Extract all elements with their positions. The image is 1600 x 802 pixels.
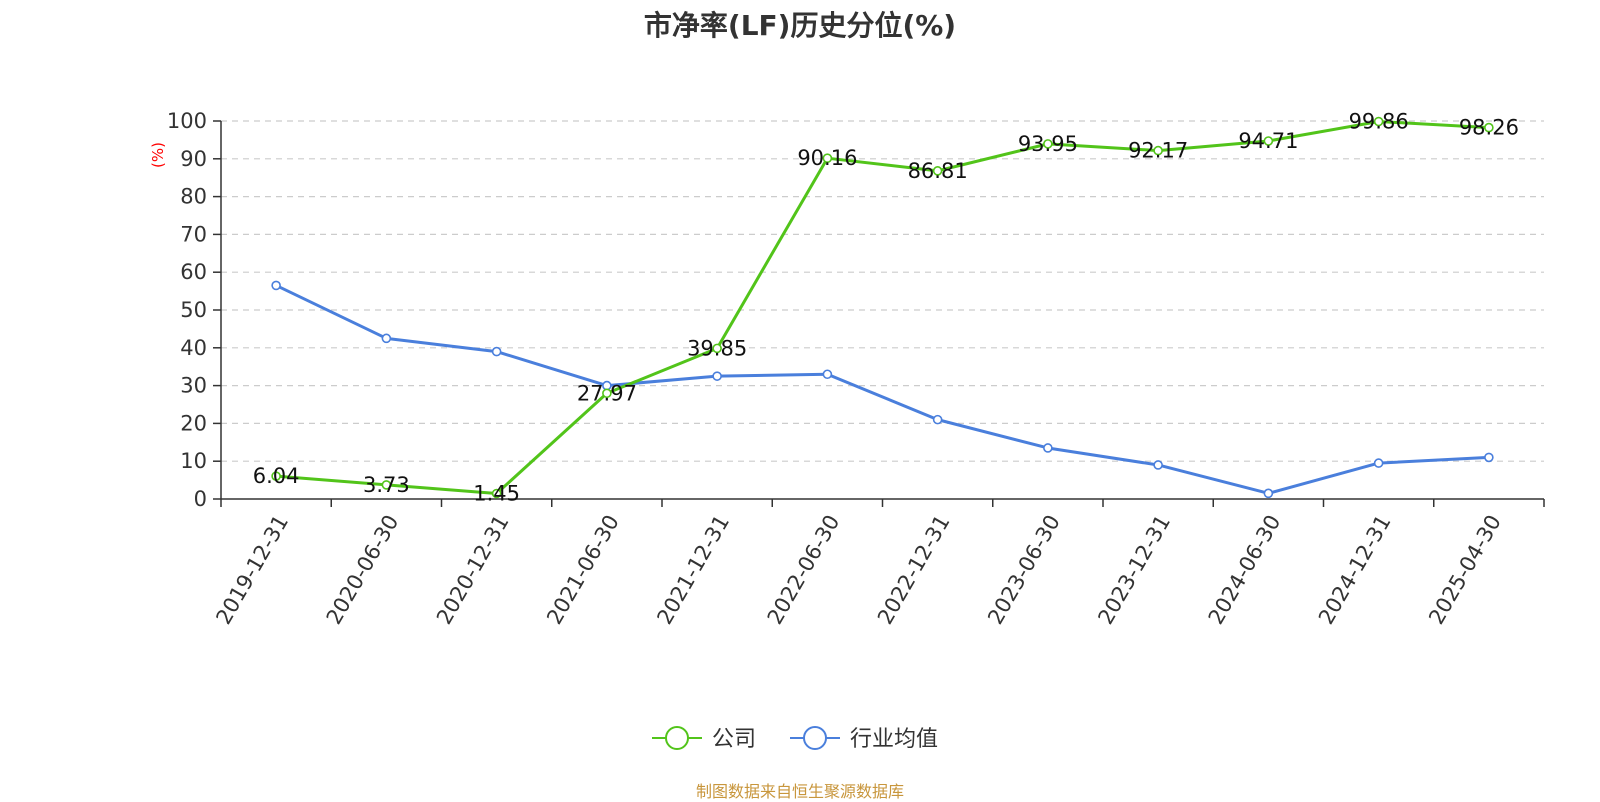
y-tick-label: 30 xyxy=(180,374,207,398)
legend-marker xyxy=(803,726,827,750)
data-point xyxy=(271,280,281,291)
data-label: 93.95 xyxy=(1018,132,1078,156)
x-tick-label: 2019-12-31 xyxy=(211,511,293,629)
data-point xyxy=(381,333,392,344)
x-tick-label: 2021-12-31 xyxy=(652,511,734,629)
data-point xyxy=(712,371,722,381)
data-point xyxy=(491,346,502,357)
data-point xyxy=(1373,116,1384,127)
y-tick-label: 60 xyxy=(180,260,207,284)
data-point xyxy=(602,388,612,399)
y-tick-label: 90 xyxy=(180,147,207,171)
x-tick-label: 2023-06-30 xyxy=(983,511,1065,629)
x-tick-label: 2024-06-30 xyxy=(1204,511,1286,629)
legend-label: 行业均值 xyxy=(850,727,938,752)
data-point xyxy=(822,369,833,380)
x-tick-label: 2020-06-30 xyxy=(322,511,404,629)
x-tick-label: 2022-06-30 xyxy=(763,511,845,629)
data-point xyxy=(1043,139,1053,149)
y-tick-label: 70 xyxy=(180,222,207,246)
data-point xyxy=(1153,145,1163,156)
data-label: 90.16 xyxy=(797,146,857,170)
data-label: 3.73 xyxy=(363,473,410,497)
x-tick-label: 2025-04-30 xyxy=(1424,511,1506,629)
data-point xyxy=(1263,488,1274,499)
x-tick-label: 2022-12-31 xyxy=(873,511,955,629)
y-tick-label: 50 xyxy=(180,298,207,322)
data-point xyxy=(712,343,722,354)
y-tick-label: 80 xyxy=(180,185,207,209)
data-label: 39.85 xyxy=(687,336,747,360)
data-label: 98.26 xyxy=(1459,116,1519,140)
series-line xyxy=(275,284,1489,495)
data-label: 99.86 xyxy=(1349,110,1409,134)
data-point xyxy=(822,153,833,163)
y-tick-label: 40 xyxy=(180,336,207,360)
data-point xyxy=(271,471,281,481)
y-tick-label: 0 xyxy=(194,487,207,511)
data-label: 27.97 xyxy=(577,381,637,405)
chart-title: 市净率(LF)历史分位(%) xyxy=(643,9,957,42)
y-tick-label: 10 xyxy=(180,449,207,473)
x-tick-label: 2020-12-31 xyxy=(432,511,514,629)
data-point xyxy=(1043,443,1053,453)
data-point xyxy=(1373,458,1384,468)
data-label: 6.04 xyxy=(253,464,300,488)
data-point xyxy=(491,488,502,499)
data-point xyxy=(932,166,943,176)
x-tick-label: 2021-06-30 xyxy=(542,511,624,629)
y-tick-label: 20 xyxy=(180,411,207,435)
data-point xyxy=(1153,460,1163,470)
y-tick-label: 100 xyxy=(167,109,207,133)
data-point xyxy=(381,480,392,490)
y-axis-label: (%) xyxy=(149,142,167,168)
data-label: 94.71 xyxy=(1238,129,1298,153)
data-label: 1.45 xyxy=(473,482,520,506)
legend-label: 公司 xyxy=(712,727,756,752)
x-tick-label: 2023-12-31 xyxy=(1093,511,1175,629)
data-point xyxy=(1484,452,1494,463)
data-point xyxy=(1484,122,1494,133)
data-point xyxy=(1263,136,1274,146)
source-note: 制图数据来自恒生聚源数据库 xyxy=(695,782,904,801)
x-tick-label: 2024-12-31 xyxy=(1314,511,1396,629)
line-chart: 0 10 20 30 40 50 60 70 80 90 100(%) 2019-12-31 2020-… xyxy=(149,109,1545,752)
data-label: 86.81 xyxy=(908,159,968,183)
data-label: 92.17 xyxy=(1128,139,1188,163)
legend-marker xyxy=(665,726,689,750)
data-point xyxy=(932,414,943,425)
series-line xyxy=(276,120,1489,496)
